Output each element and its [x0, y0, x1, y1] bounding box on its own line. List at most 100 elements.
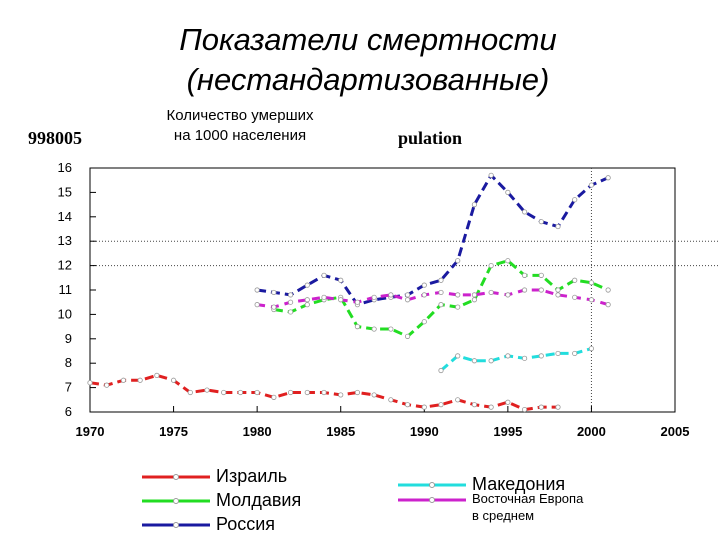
data-point-israel-1970: [87, 380, 93, 386]
legend-swatch-macedonia: [398, 481, 466, 488]
y-tick-label-11: 11: [59, 282, 73, 297]
data-point-eastern-europe-2000: [588, 297, 595, 303]
data-point-israel-1984: [321, 389, 327, 396]
background-ghost-text-left: 998005: [28, 128, 82, 148]
series-line-macedonia: [440, 347, 592, 372]
x-tick-label-2005: 2005: [661, 424, 690, 439]
data-point-russia-1997: [538, 219, 544, 225]
legend-item-macedonia: Македония: [396, 474, 565, 495]
y-axis-label-line2: на 1000 населения: [173, 127, 307, 144]
data-point-moldova-1987: [371, 326, 377, 332]
y-tick-label-6: 6: [65, 404, 72, 419]
legend-label-macedonia: Македония: [472, 474, 566, 494]
data-point-israel-1980: [254, 389, 260, 396]
y-tick-label-16: 16: [58, 160, 72, 175]
data-point-moldova-1995: [505, 258, 511, 264]
data-point-moldova-1982: [287, 309, 294, 315]
data-point-eastern-europe-1996: [521, 287, 528, 293]
data-point-russia-1993: [471, 202, 478, 208]
data-point-moldova-1993: [471, 297, 478, 303]
data-point-eastern-europe-1988: [388, 292, 394, 298]
data-point-israel-1989: [404, 402, 411, 408]
data-point-eastern-europe-1986: [354, 299, 361, 305]
data-point-israel-1971: [104, 382, 110, 388]
x-tick-label-2000: 2000: [577, 424, 606, 439]
legend-item-moldova: Молдавия: [140, 490, 301, 511]
legend-item-russia: Россия: [140, 514, 275, 535]
data-point-moldova-1990: [421, 319, 427, 325]
series-line-eastern-europe: [256, 288, 609, 309]
data-point-moldova-1983: [304, 302, 310, 308]
data-point-eastern-europe-1992: [455, 292, 461, 298]
data-point-macedonia-1993: [471, 358, 478, 364]
legend-swatch-eastern-europe: [398, 497, 466, 503]
data-point-eastern-europe-1993: [471, 292, 478, 298]
data-point-israel-1975: [170, 377, 177, 383]
y-tick-label-9: 9: [65, 331, 72, 346]
data-point-israel-1976: [187, 389, 193, 396]
legend-swatch-marker-macedonia: [429, 481, 435, 488]
data-point-russia-1995: [505, 189, 511, 195]
y-tick-label-7: 7: [65, 380, 72, 395]
data-point-israel-1998: [555, 404, 561, 410]
data-point-russia-1981: [271, 289, 277, 296]
y-tick-label-10: 10: [58, 306, 72, 321]
y-tick-label-8: 8: [65, 355, 72, 370]
data-point-eastern-europe-1982: [287, 299, 294, 305]
data-point-israel-1993: [471, 402, 478, 408]
data-point-moldova-1994: [488, 262, 494, 269]
data-point-moldova-2000: [588, 280, 595, 286]
data-point-russia-2000: [588, 182, 595, 188]
legend-label-israel: Израиль: [216, 466, 288, 486]
data-point-macedonia-1996: [521, 355, 528, 361]
data-point-israel-1977: [204, 387, 210, 393]
x-tick-label-1985: 1985: [326, 424, 355, 439]
legend-label-russia: Россия: [216, 514, 276, 534]
data-point-macedonia-1991: [438, 367, 444, 374]
data-point-macedonia-1999: [572, 350, 578, 357]
data-point-israel-1986: [354, 389, 361, 396]
data-point-moldova-1996: [521, 272, 528, 278]
x-tick-label-1990: 1990: [410, 424, 439, 439]
data-point-israel-1982: [287, 389, 294, 396]
x-tick-label-1975: 1975: [159, 424, 188, 439]
data-point-russia-2001: [605, 175, 611, 181]
data-point-moldova-1998: [555, 287, 561, 293]
data-point-russia-1996: [521, 209, 528, 215]
data-point-israel-1997: [538, 404, 544, 410]
data-point-russia-1983: [304, 282, 310, 288]
y-tick-label-12: 12: [58, 258, 72, 273]
data-point-eastern-europe-1991: [438, 289, 444, 296]
x-tick-label-1995: 1995: [493, 424, 522, 439]
data-point-eastern-europe-1994: [488, 289, 494, 296]
data-point-russia-1989: [404, 292, 411, 298]
y-axis-label: Количество умерших на 1000 населения: [140, 106, 340, 146]
legend-swatch-marker-eastern-europe: [429, 497, 435, 503]
data-point-moldova-1992: [455, 304, 461, 310]
legend-swatch-russia: [142, 521, 210, 528]
data-point-macedonia-1992: [455, 353, 461, 359]
data-point-russia-1982: [287, 292, 294, 298]
data-point-macedonia-2000: [588, 345, 595, 352]
background-ghost-text-right: pulation: [398, 128, 463, 148]
data-point-israel-1978: [221, 389, 227, 396]
chart-title-line1: Показатели смертности: [179, 22, 557, 57]
legend-swatch-marker-israel: [173, 473, 179, 480]
legend-item-israel: Израиль: [140, 466, 287, 487]
data-point-eastern-europe-1980: [254, 302, 260, 308]
legend-swatch-marker-russia: [173, 521, 179, 528]
data-point-russia-1999: [572, 197, 578, 203]
data-point-israel-1973: [137, 377, 143, 383]
data-point-israel-1983: [304, 389, 310, 396]
chart-title-line2: (нестандартизованные): [186, 62, 550, 97]
data-point-russia-1984: [321, 272, 327, 278]
data-point-eastern-europe-1985: [338, 297, 344, 303]
data-point-israel-1996: [521, 406, 528, 413]
data-point-macedonia-1998: [555, 350, 561, 357]
data-point-israel-1979: [237, 389, 244, 396]
data-point-israel-1994: [488, 404, 494, 410]
legend-swatch-moldova: [142, 497, 210, 504]
data-point-israel-1992: [455, 397, 461, 403]
x-tick-label-1970: 1970: [76, 424, 105, 439]
